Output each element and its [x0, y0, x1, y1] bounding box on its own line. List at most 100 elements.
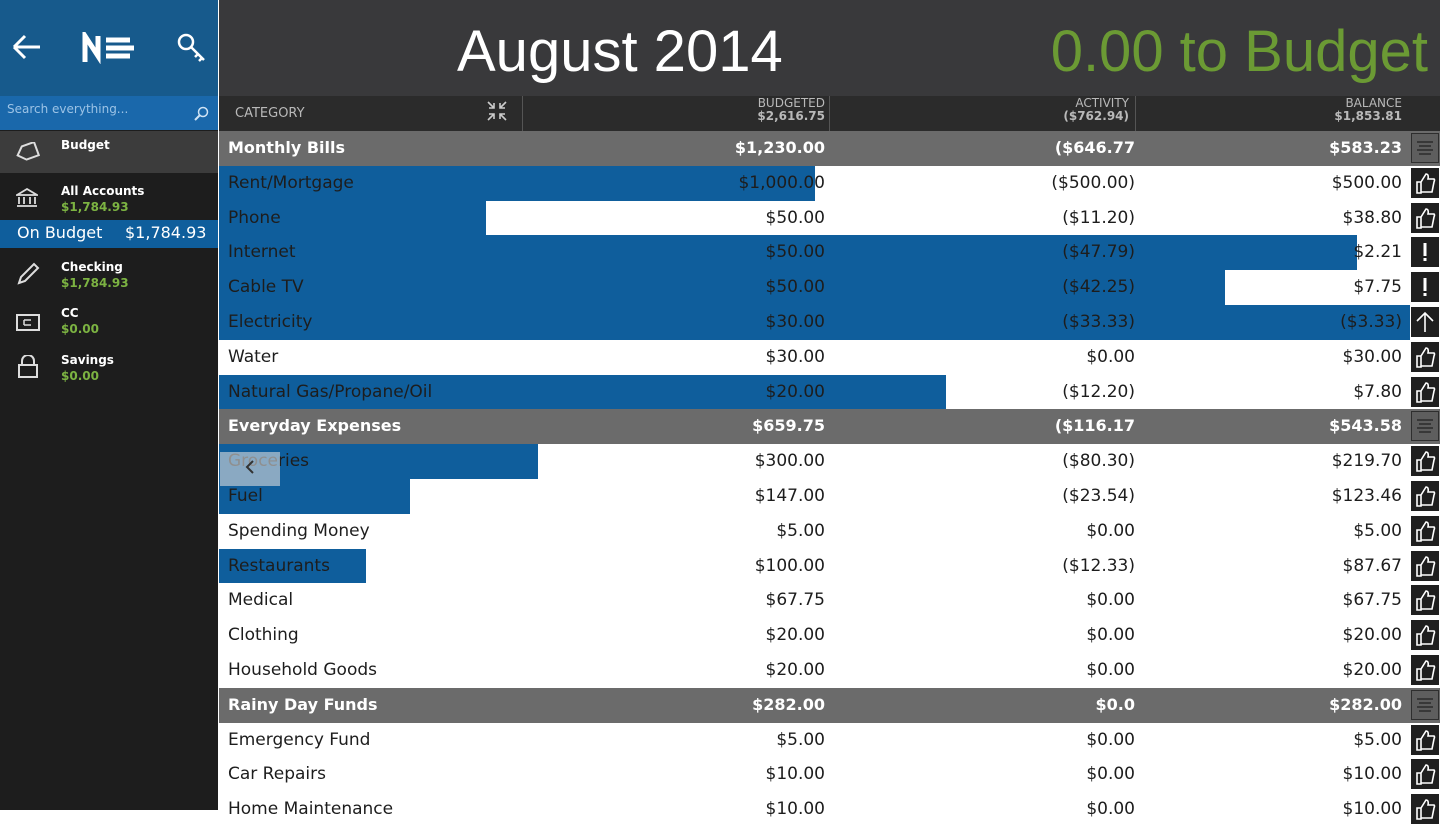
status-icon[interactable]	[1411, 446, 1439, 477]
nav-item[interactable]: Savings $0.00	[61, 353, 114, 383]
nav-amount: $1,784.93	[61, 276, 129, 290]
category-row[interactable]: Clothing $20.00 $0.00 $20.00	[219, 618, 1440, 653]
status-icon[interactable]	[1411, 237, 1439, 268]
budgeted: $147.00	[754, 485, 825, 506]
budget-rows: Monthly Bills $1,230.00 ($646.77 $583.23 Ren…	[219, 131, 1440, 827]
flip-previous[interactable]	[220, 452, 280, 486]
category-row[interactable]: Natural Gas/Propane/Oil $20.00 ($12.20) $7.…	[219, 374, 1440, 410]
balance: $10.00	[1342, 764, 1402, 785]
column-total: $1,853.81	[1334, 109, 1402, 123]
balance: ($3.33)	[1340, 311, 1402, 332]
category-row[interactable]: Internet $50.00 ($47.79) $2.21	[219, 235, 1440, 271]
category-row[interactable]: Water $30.00 $0.00 $30.00	[219, 340, 1440, 375]
category-name: Monthly Bills	[228, 138, 345, 157]
category-name: Rent/Mortgage	[228, 172, 354, 193]
status-icon[interactable]	[1411, 794, 1439, 825]
column-head: ACTIVITY ($762.94)	[929, 97, 1129, 123]
category-row[interactable]: Spending Money $5.00 $0.00 $5.00	[219, 514, 1440, 549]
budget-view: August 2014 0.00 to Budget CATEGORY BUDGE…	[219, 0, 1440, 825]
category-name: Cable TV	[228, 277, 304, 298]
category-name: Household Goods	[228, 659, 377, 680]
status-icon[interactable]	[1411, 515, 1439, 546]
status-icon[interactable]	[1411, 202, 1439, 233]
category-name: Everyday Expenses	[228, 416, 402, 436]
group-row[interactable]: Everyday Expenses $659.75 ($116.17 $543.58	[219, 409, 1440, 445]
category-name: Rainy Day Funds	[228, 694, 378, 714]
search-box[interactable]: Search everything...	[0, 96, 218, 130]
spent-bar	[219, 374, 946, 410]
category-name: Natural Gas/Propane/Oil	[228, 381, 433, 402]
status-icon[interactable]	[1411, 341, 1439, 372]
balance: $5.00	[1353, 729, 1402, 750]
to-budget: 0.00 to Budget	[1050, 19, 1428, 84]
column-head: BALANCE $1,853.81	[1202, 97, 1402, 123]
activity: ($47.79)	[1062, 242, 1135, 263]
status-icon[interactable]	[1411, 620, 1439, 651]
category-name: Restaurants	[228, 555, 330, 576]
category-name: Electricity	[228, 311, 313, 332]
budgeted: $30.00	[765, 346, 825, 367]
group-row[interactable]: Monthly Bills $1,230.00 ($646.77 $583.23	[219, 131, 1440, 166]
status-icon[interactable]	[1411, 724, 1439, 755]
budgeted: $282.00	[752, 694, 825, 714]
back-button[interactable]	[12, 34, 42, 60]
status-icon[interactable]	[1411, 480, 1439, 511]
category-name: Fuel	[228, 485, 263, 506]
sidebar-header	[0, 0, 218, 96]
status-icon[interactable]	[1411, 167, 1439, 198]
nav-label: Checking	[61, 260, 123, 274]
category-row[interactable]: Cable TV $50.00 ($42.25) $7.75	[219, 270, 1440, 305]
key-button[interactable]	[176, 32, 208, 62]
nav-amount: $1,784.93	[61, 200, 129, 214]
category-row[interactable]: Fuel $147.00 ($23.54) $123.46	[219, 478, 1440, 514]
balance: $7.75	[1353, 277, 1402, 298]
category-name: Medical	[228, 590, 294, 611]
status-icon[interactable]	[1411, 306, 1439, 337]
activity: ($23.54)	[1062, 485, 1135, 506]
search-icon	[194, 106, 209, 121]
category-row[interactable]: Electricity $30.00 ($33.33) ($3.33)	[219, 304, 1440, 340]
search-placeholder: Search everything...	[7, 102, 129, 116]
balance: $87.67	[1342, 555, 1402, 576]
category-name: Water	[228, 346, 279, 367]
activity: ($116.17	[1054, 416, 1135, 436]
category-row[interactable]: Phone $50.00 ($11.20) $38.80	[219, 200, 1440, 236]
column-head: BUDGETED $2,616.75	[625, 97, 825, 123]
status-icon[interactable]	[1411, 759, 1439, 790]
spent-bar	[219, 165, 815, 201]
category-row[interactable]: Groceries $300.00 ($80.30) $219.70	[219, 444, 1440, 479]
nav-item[interactable]: Checking $1,784.93	[61, 260, 129, 290]
balance: $2.21	[1353, 242, 1402, 263]
collapse-button[interactable]	[486, 100, 508, 122]
category-row[interactable]: Rent/Mortgage $1,000.00 ($500.00) $500.00	[219, 165, 1440, 201]
nav-icon	[18, 355, 38, 378]
nav-item[interactable]: All Accounts $1,784.93	[61, 184, 144, 214]
category-row[interactable]: Emergency Fund $5.00 $0.00 $5.00	[219, 723, 1440, 758]
status-icon[interactable]	[1411, 585, 1439, 616]
balance: $500.00	[1331, 172, 1402, 193]
category-name: Car Repairs	[228, 764, 326, 785]
balance: $67.75	[1342, 590, 1402, 611]
status-icon[interactable]	[1411, 550, 1439, 581]
nav-item[interactable]: On Budget $1,784.93	[0, 220, 218, 248]
category-row[interactable]: Restaurants $100.00 ($12.33) $87.67	[219, 548, 1440, 584]
category-row[interactable]: Medical $67.75 $0.00 $67.75	[219, 583, 1440, 618]
group-menu[interactable]	[1411, 411, 1439, 442]
group-menu[interactable]	[1411, 133, 1439, 163]
budgeted: $5.00	[776, 729, 825, 750]
nav-item[interactable]: Budget	[61, 138, 110, 152]
nav-item[interactable]: CC $0.00	[61, 306, 99, 336]
status-icon[interactable]	[1411, 376, 1439, 407]
category-name: Spending Money	[228, 520, 370, 541]
activity: $0.00	[1086, 520, 1135, 541]
status-icon[interactable]	[1411, 654, 1439, 685]
category-name: Phone	[228, 207, 281, 228]
nav-amount: $0.00	[61, 369, 99, 383]
group-menu[interactable]	[1411, 689, 1439, 720]
category-row[interactable]: Household Goods $20.00 $0.00 $20.00	[219, 653, 1440, 688]
column-label: BUDGETED	[757, 96, 825, 110]
group-row[interactable]: Rainy Day Funds $282.00 $0.0 $282.00	[219, 687, 1440, 723]
status-icon[interactable]	[1411, 272, 1439, 303]
category-row[interactable]: Car Repairs $10.00 $0.00 $10.00	[219, 757, 1440, 792]
